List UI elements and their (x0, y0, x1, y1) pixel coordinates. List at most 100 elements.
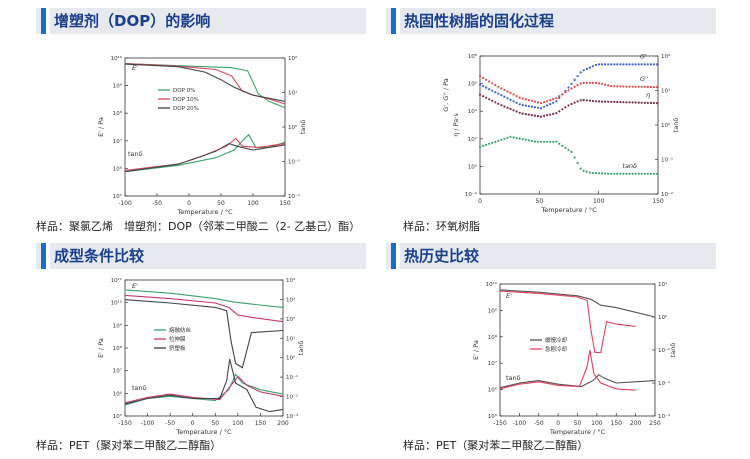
series-annotation: G' (640, 52, 647, 60)
plot-frame (124, 279, 284, 417)
panel4-title: 热历史比较 (404, 247, 480, 265)
annotation-tan: tanδ (506, 374, 521, 382)
series-line-E (124, 63, 286, 109)
data-point (631, 63, 634, 66)
data-point (613, 85, 616, 88)
data-point (634, 172, 637, 175)
annotation-E: E' (132, 282, 138, 290)
data-point (524, 98, 527, 101)
y-tick-label-right: 10⁻¹ (661, 157, 673, 164)
data-point (576, 100, 579, 103)
data-point (594, 100, 598, 103)
data-point (564, 106, 567, 109)
data-point (655, 172, 659, 175)
data-point (637, 85, 640, 88)
y-tick-label-left: 10⁹ (113, 83, 122, 90)
data-point (515, 101, 518, 104)
y-tick-label-right: 10⁰ (658, 314, 668, 321)
data-point (567, 86, 570, 89)
data-point (631, 85, 634, 88)
data-point (646, 172, 649, 175)
data-point (515, 110, 518, 113)
series-line-tan (124, 358, 284, 413)
data-point (539, 115, 543, 118)
data-point (649, 85, 652, 89)
data-point (576, 161, 579, 165)
data-point (610, 63, 613, 66)
series-line-E (124, 299, 284, 369)
x-axis-label: Temperature / °C (175, 428, 232, 436)
data-point (524, 104, 527, 107)
y-tick-label-right: 10¹ (658, 281, 667, 288)
data-point (643, 172, 646, 175)
data-point (622, 63, 625, 66)
data-point (637, 63, 640, 66)
data-point (625, 63, 628, 66)
y-tick-label-left: 10⁹ (113, 322, 122, 329)
x-tick-label: -50 (152, 200, 162, 207)
data-point (549, 99, 552, 102)
data-point (494, 91, 497, 94)
legend-label: 拉伸膜 (169, 335, 186, 343)
series-annotation: η (646, 91, 650, 99)
data-point (622, 85, 625, 88)
y-tick-label-right: 10⁰ (661, 122, 671, 129)
data-point (601, 82, 604, 86)
data-point (628, 101, 631, 104)
x-tick-label: 50 (211, 420, 219, 427)
data-point (579, 82, 582, 85)
data-point (558, 110, 561, 113)
data-point (588, 81, 591, 84)
series-line-E (499, 290, 636, 353)
data-point (643, 85, 646, 88)
data-point (521, 112, 524, 115)
data-point (536, 101, 540, 104)
data-point (610, 100, 613, 103)
y-tick-label-left: 10⁷ (488, 360, 497, 367)
data-point (652, 63, 655, 66)
data-point (640, 172, 643, 175)
data-point (591, 171, 594, 175)
y-tick-label-left: 10⁶ (113, 165, 123, 172)
data-point (628, 63, 631, 66)
data-point (533, 140, 536, 143)
data-point (539, 102, 543, 105)
data-point (543, 101, 546, 104)
plot-frame (479, 55, 659, 195)
data-point (649, 101, 652, 104)
data-point (482, 144, 485, 147)
data-point (536, 106, 540, 109)
x-tick-label: 200 (630, 420, 642, 427)
data-point (546, 114, 549, 117)
data-point (488, 80, 491, 83)
data-point (552, 140, 555, 143)
panel3-header: 成型条件比较 (36, 243, 366, 269)
data-point (482, 76, 485, 80)
data-point (494, 140, 497, 143)
y-tick-label-right: 10¹ (661, 88, 670, 95)
data-point (582, 81, 585, 84)
data-point (616, 172, 619, 175)
panel2-header: 热固性树脂的固化过程 (386, 8, 716, 34)
data-point (619, 101, 622, 104)
y-tick-label-right: 10¹ (288, 90, 297, 97)
data-point (555, 100, 558, 103)
chart-molding: -150 -100 -50 0 50 100 150 200 Temperature / °C 1… (97, 277, 305, 436)
y-tick-label-right: 10⁰ (288, 124, 298, 131)
x-tick-label: -100 (118, 200, 132, 207)
data-point (558, 95, 561, 98)
y-tick-label-left: 10⁵ (113, 193, 122, 200)
data-point (649, 172, 652, 175)
data-point (497, 85, 500, 88)
data-point (485, 78, 488, 81)
data-point (546, 140, 549, 143)
data-point (561, 93, 564, 96)
y-tick-label-left: 10⁻² (465, 191, 477, 198)
plot-frame (499, 283, 656, 417)
data-point (543, 140, 546, 143)
data-point (628, 85, 631, 88)
data-point (482, 95, 485, 98)
data-point (539, 140, 543, 143)
data-point (579, 167, 582, 170)
y-tick-label-right: 10⁻¹ (288, 159, 300, 166)
